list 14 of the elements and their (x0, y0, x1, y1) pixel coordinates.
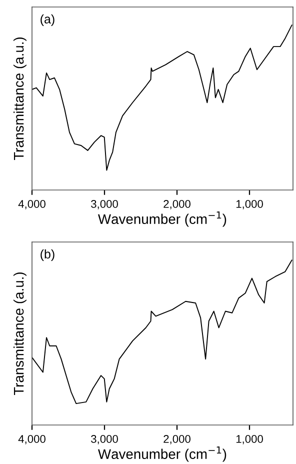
x-tick-label: 4,000 (18, 200, 46, 210)
x-tick-label: 4,000 (18, 435, 46, 444)
x-axis-title: Wavenumber (cm$^{−1}$) (98, 211, 226, 227)
x-tick-label: 1,000 (236, 435, 263, 444)
x-tick-label: 3,000 (91, 200, 118, 210)
x-tick-label: 1,000 (236, 200, 263, 210)
x-tick-label: 2,000 (164, 200, 190, 210)
x-tick-label: 3,000 (91, 435, 118, 444)
x-axis-title: Wavenumber (cm$^{−1}$) (98, 446, 226, 462)
annotation: (b) (40, 249, 54, 261)
annotation: (a) (40, 14, 54, 26)
x-tick-label: 2,000 (164, 435, 190, 444)
y-axis-title: Transmittance (a.u.) (13, 272, 26, 396)
y-axis-title: Transmittance (a.u.) (13, 37, 26, 160)
